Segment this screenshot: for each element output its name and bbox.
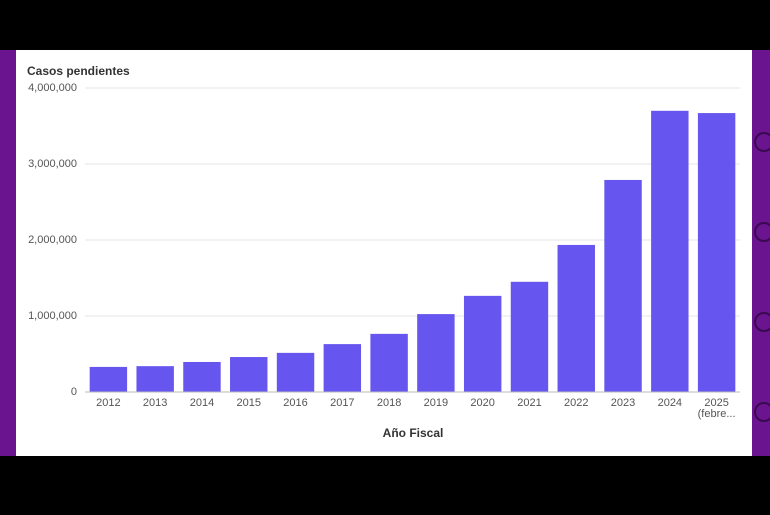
bar [276, 352, 315, 392]
bar [136, 366, 174, 392]
bar [604, 179, 642, 392]
bar [323, 344, 362, 392]
x-tick-label: 2014 [190, 397, 214, 409]
decor-circle [754, 312, 770, 332]
bar [417, 314, 455, 392]
x-tick-label: 2023 [611, 397, 635, 409]
x-tick-label: 2025 (febre... [698, 397, 736, 420]
y-tick-label: 0 [71, 386, 77, 398]
x-tick-label: 2024 [658, 397, 682, 409]
bar [183, 361, 221, 392]
bar [370, 333, 408, 392]
x-tick-label: 2016 [283, 397, 307, 409]
x-axis-title: Año Fiscal [383, 426, 444, 440]
bar [510, 281, 549, 392]
y-tick-label: 4,000,000 [28, 82, 77, 94]
x-tick-label-line: (febre... [698, 408, 736, 420]
bar [230, 357, 268, 392]
x-tick-label: 2020 [470, 397, 494, 409]
y-axis-title: Casos pendientes [27, 64, 130, 78]
x-tick-label: 2021 [517, 397, 541, 409]
left-strip [0, 50, 16, 456]
y-tick-label: 1,000,000 [28, 310, 77, 322]
x-tick-label: 2015 [237, 397, 261, 409]
y-tick-label: 2,000,000 [28, 234, 77, 246]
right-strip [752, 50, 770, 456]
x-tick-label: 2012 [96, 397, 120, 409]
x-tick-label: 2013 [143, 397, 167, 409]
y-tick-label: 3,000,000 [28, 158, 77, 170]
decor-circle [754, 402, 770, 422]
x-tick-label: 2019 [424, 397, 448, 409]
bar [89, 366, 128, 392]
bar [463, 295, 502, 392]
bar [557, 244, 595, 392]
decor-circle [754, 222, 770, 242]
bar [651, 110, 689, 393]
decor-circle [754, 132, 770, 152]
x-tick-label: 2022 [564, 397, 588, 409]
x-tick-label: 2018 [377, 397, 401, 409]
bar [697, 113, 736, 392]
x-tick-label-line: 2025 [704, 397, 728, 409]
x-tick-label: 2017 [330, 397, 354, 409]
